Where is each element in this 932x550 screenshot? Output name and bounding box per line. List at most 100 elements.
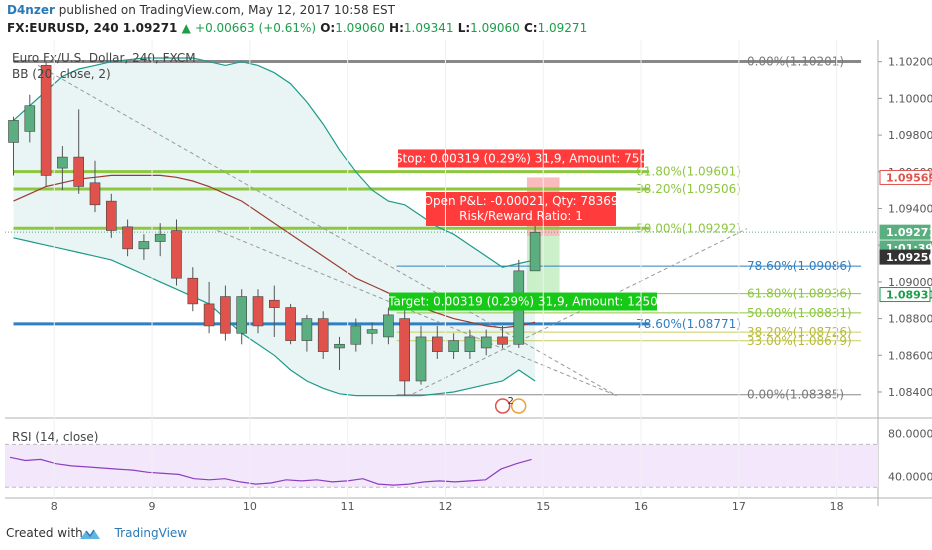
fib-level-label: 78.60%(1.09086) — [747, 259, 852, 273]
close-label: C: — [523, 21, 538, 35]
rsi-tick-label: 40.0000 — [888, 471, 932, 484]
fib-level-label: 38.20%(1.09506) — [636, 182, 741, 196]
event-count: 2 — [507, 396, 513, 407]
pnl-label: Open P&L: -0.00021, Qty: 78369 — [424, 194, 619, 208]
candle[interactable] — [89, 182, 101, 206]
tradingview-logo-icon — [80, 529, 100, 539]
candle[interactable] — [415, 336, 427, 382]
price-tag-label: 1.08931 — [886, 289, 932, 302]
bollinger-lower-line — [13, 237, 536, 397]
chart-canvas[interactable]: 0.00%(1.10201) 61.80%(1.09601) 38.20%(1.09… — [0, 40, 932, 518]
candle[interactable] — [480, 336, 492, 349]
candle[interactable] — [24, 105, 36, 132]
target-label-box[interactable] — [389, 292, 657, 311]
price-tag — [879, 169, 931, 185]
publish-text: published on TradingView.com, May 12, 20… — [58, 3, 395, 17]
quote-line: FX:EURUSD, 240 1.09271 ▲ +0.00663 (+0.61… — [7, 21, 587, 35]
candle[interactable] — [57, 156, 68, 169]
price-tag-label: 1.09250 — [886, 251, 932, 264]
price-tick-label: 1.10000 — [888, 92, 932, 105]
time-tick-label: 12 — [438, 500, 452, 513]
price-tick-label: 1.08800 — [888, 313, 932, 326]
candle[interactable] — [252, 296, 264, 327]
candle[interactable] — [40, 65, 52, 176]
price-tick-label: 1.08400 — [888, 386, 932, 399]
candle[interactable] — [138, 241, 150, 250]
time-tick-label: 18 — [830, 500, 844, 513]
time-tick-label: 15 — [536, 500, 550, 513]
candle[interactable] — [268, 299, 280, 308]
candle[interactable] — [497, 336, 508, 345]
candle[interactable] — [350, 325, 362, 345]
risk-reward-label: Risk/Reward Ratio: 1 — [459, 209, 583, 223]
us-flag-icon[interactable] — [494, 398, 511, 414]
rsi-band-fill — [5, 444, 878, 488]
candle[interactable] — [220, 296, 231, 334]
chart-footer: Created with TradingView — [0, 518, 932, 550]
tradingview-brand[interactable]: TradingView — [114, 526, 188, 540]
low-value: 1.09060 — [470, 21, 520, 35]
candle[interactable] — [383, 314, 394, 338]
high-label: H: — [389, 21, 404, 35]
indicator-label: BB (20, close, 2) — [12, 67, 111, 81]
fib-level-label: 0.00%(1.08385) — [747, 388, 844, 402]
eu-flag-icon[interactable] — [510, 398, 527, 414]
candle[interactable] — [334, 343, 345, 349]
fib-level-label: 61.80%(1.09601) — [636, 165, 741, 179]
candle[interactable] — [236, 296, 247, 334]
candle[interactable] — [171, 230, 182, 279]
candle[interactable] — [122, 226, 133, 250]
stop-label: Stop: 0.00319 (0.29%) 31,9, Amount: 750 — [395, 151, 647, 165]
chart-header: D4nzer published on TradingView.com, May… — [0, 0, 932, 40]
time-tick-label: 17 — [732, 500, 746, 513]
pnl-box[interactable] — [426, 192, 616, 227]
price-tag-label: 1.09271 — [886, 226, 932, 239]
change-value: +0.00663 (+0.61%) — [195, 21, 317, 35]
candle[interactable] — [203, 303, 215, 327]
candle[interactable] — [529, 232, 541, 272]
time-tick-label: 9 — [149, 500, 156, 513]
fib-level-label: 38.20%(1.08726) — [747, 325, 852, 339]
price-tag — [879, 249, 931, 265]
close-value: 1.09271 — [537, 21, 588, 35]
price-tag — [879, 224, 931, 240]
high-value: 1.09341 — [403, 21, 454, 35]
last-price: 1.09271 — [122, 21, 178, 35]
candle[interactable] — [106, 200, 117, 231]
fib-level-label: 50.00%(1.09292) — [636, 221, 741, 235]
price-tick-label: 1.10200 — [888, 56, 932, 69]
time-tick-label: 10 — [243, 500, 257, 513]
fib-level-label: 61.80%(1.08936) — [747, 287, 852, 301]
candle[interactable] — [399, 318, 411, 382]
candle[interactable] — [448, 340, 459, 352]
trend-line[interactable] — [412, 228, 748, 395]
price-tag — [879, 287, 931, 303]
open-label: O: — [320, 21, 336, 35]
candle[interactable] — [187, 277, 199, 305]
candle[interactable] — [317, 318, 329, 352]
target-label: Target: 0.00319 (0.29%) 31,9, Amount: 12… — [387, 295, 658, 309]
candle[interactable] — [154, 233, 166, 242]
candle[interactable] — [8, 120, 19, 143]
rsi-line[interactable] — [9, 456, 532, 486]
candle[interactable] — [285, 307, 296, 341]
time-tick-label: 16 — [634, 500, 648, 513]
candle[interactable] — [464, 336, 476, 352]
low-label: L: — [457, 21, 471, 35]
price-tag-label: 1.09569 — [886, 171, 932, 184]
author-link[interactable]: D4nzer — [7, 3, 55, 17]
chart-title: Euro Fx/U.S. Dollar, 240, FXCM — [12, 51, 196, 65]
fib-level-label: 78.60%(1.08771) — [636, 317, 741, 331]
candle[interactable] — [73, 156, 84, 187]
fib-level-label: 33.00%(1.08679) — [747, 334, 852, 348]
fib-level-label: 50.00%(1.08831) — [747, 306, 852, 320]
stop-label-box[interactable] — [398, 149, 644, 168]
bollinger-middle-line — [13, 174, 536, 329]
created-with-text: Created with — [6, 526, 83, 540]
candle[interactable] — [301, 318, 313, 341]
candle[interactable] — [366, 329, 378, 334]
price-tick-label: 1.09000 — [888, 276, 932, 289]
price-tick-label: 1.09400 — [888, 202, 932, 215]
candle[interactable] — [431, 336, 443, 352]
trend-line[interactable] — [217, 230, 617, 397]
